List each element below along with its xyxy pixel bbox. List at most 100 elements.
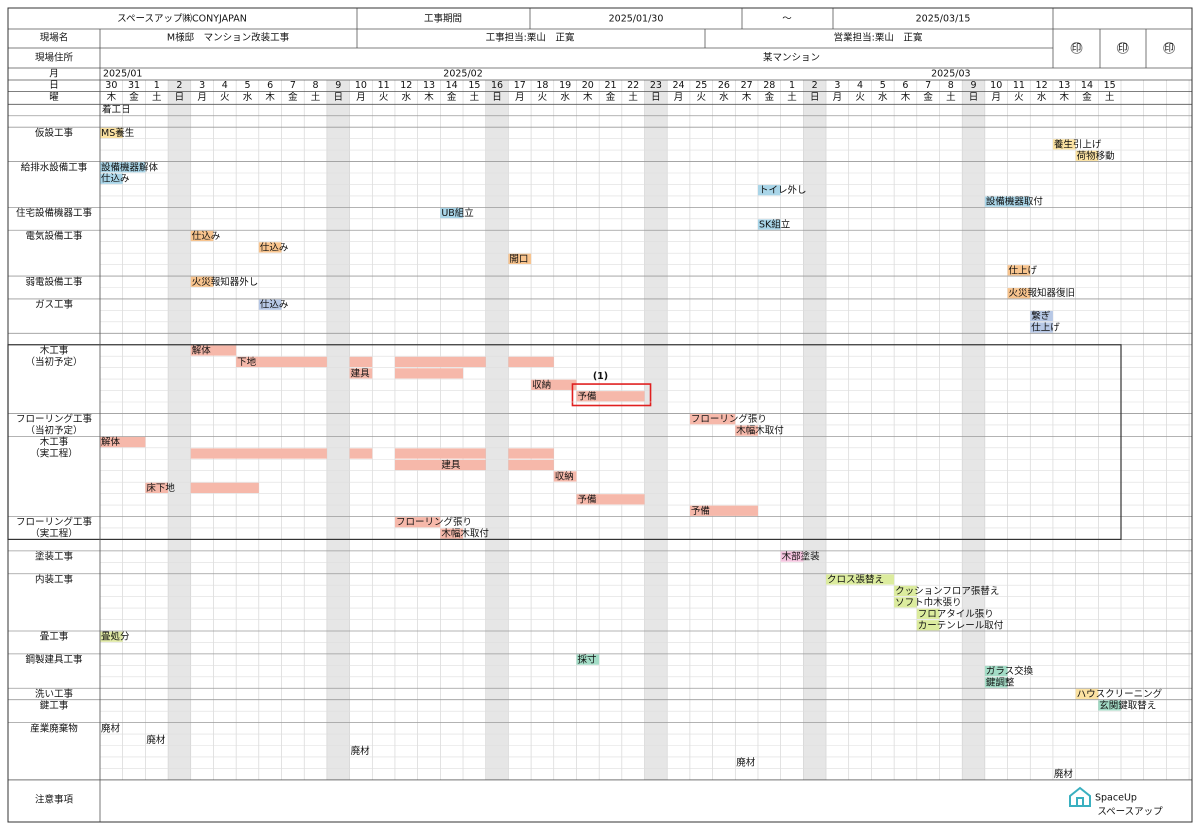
- task-bar: [394, 368, 464, 379]
- label: 廃材: [101, 722, 121, 734]
- task-bar: [984, 677, 1008, 688]
- task-bar: [916, 620, 940, 631]
- label: 火: [855, 92, 865, 103]
- label: M様邸 マンション改装工事: [167, 32, 290, 44]
- task-bar: [984, 196, 1031, 207]
- page-frame: [7, 7, 1193, 823]
- label: 火: [1014, 92, 1024, 103]
- label: 下地: [237, 356, 257, 368]
- task-bar: [689, 414, 736, 425]
- label: 21: [604, 80, 616, 91]
- label: 営業担当:栗山 正寛: [834, 32, 923, 44]
- task-bar: [349, 356, 373, 368]
- task-bar: [349, 368, 373, 379]
- label: 注意事項: [35, 794, 74, 806]
- label: 8: [948, 80, 954, 91]
- label: ガラス交換: [986, 665, 1034, 677]
- task-bar: [1007, 265, 1031, 276]
- stamp-circle: [1163, 42, 1175, 54]
- label: トイレ外し: [759, 184, 807, 196]
- task-bar: [735, 425, 758, 436]
- label: 仕込み: [260, 299, 289, 311]
- label: 2: [812, 80, 818, 91]
- label: （実工程）: [30, 528, 78, 540]
- label: （実工程）: [30, 448, 78, 460]
- label: 仕上げ: [1031, 322, 1060, 334]
- task-bar: [553, 471, 577, 482]
- task-bar: [1052, 139, 1076, 150]
- task-bar: [190, 276, 214, 287]
- label: 水: [1037, 91, 1047, 103]
- label: 印: [1164, 42, 1174, 54]
- label: 金: [129, 91, 139, 103]
- label: 13: [1058, 80, 1070, 91]
- label: 土: [946, 91, 956, 103]
- label: 工事期間: [424, 13, 462, 25]
- label: 荷物移動: [1077, 150, 1115, 162]
- label: 予備: [577, 493, 596, 505]
- label: フローリング張り: [396, 516, 472, 528]
- label: 解体: [101, 436, 121, 448]
- task-bar: [394, 356, 486, 368]
- label: 木: [107, 91, 117, 103]
- label: 電気設備工事: [25, 230, 83, 242]
- task-bar: [100, 162, 146, 173]
- task-bar: [826, 574, 895, 585]
- holiday-shade: [485, 80, 509, 780]
- label: カーテンレール取付: [918, 620, 1004, 631]
- label: 木: [742, 91, 752, 103]
- label: 30: [105, 80, 117, 91]
- task-bar: [440, 207, 464, 219]
- task-bar: [1030, 322, 1053, 333]
- label: 26: [718, 80, 730, 91]
- label: 2: [176, 80, 182, 91]
- label: 2025/03: [931, 69, 970, 80]
- label: 8: [313, 80, 319, 91]
- label: 収納: [532, 379, 551, 391]
- task-bar: [894, 597, 917, 608]
- label: 13: [423, 80, 435, 91]
- task-bar: [984, 665, 1008, 677]
- label: 24: [673, 80, 685, 91]
- task-bar: [780, 551, 804, 562]
- label: 10: [355, 80, 367, 91]
- label: 5: [880, 80, 886, 91]
- label: 木: [1060, 91, 1070, 103]
- label: 建具: [441, 459, 461, 471]
- label: 某マンション: [763, 53, 820, 64]
- label: 日: [810, 92, 820, 103]
- label: 2025/02: [443, 69, 482, 80]
- label: 現場住所: [35, 52, 74, 64]
- label: 6: [267, 80, 273, 91]
- label: ソフト巾木張り: [895, 596, 962, 608]
- label: 9: [970, 80, 976, 91]
- task-bar: [1075, 150, 1099, 161]
- task-bar: [394, 448, 486, 459]
- label: 畳処分: [101, 631, 130, 643]
- label: 開口: [509, 254, 528, 265]
- label: 曜: [49, 92, 59, 103]
- label: 鍵工事: [40, 699, 69, 711]
- task-bar: [757, 185, 781, 196]
- task-bar: [894, 585, 917, 597]
- label: 月: [991, 92, 1001, 103]
- label: 水: [402, 91, 412, 103]
- label: 15: [468, 80, 480, 91]
- label: 設備機器解体: [101, 161, 159, 173]
- label: 水: [560, 91, 570, 103]
- label: UB組立: [441, 207, 473, 219]
- task-bar: [508, 356, 554, 368]
- holiday-shade: [326, 80, 350, 780]
- label: 土: [787, 91, 797, 103]
- label: 給排水設備工事: [21, 161, 88, 173]
- label: 6: [902, 80, 908, 91]
- label: 7: [290, 80, 296, 91]
- label: 10: [990, 80, 1002, 91]
- label: 月: [49, 69, 59, 80]
- task-bar: [258, 299, 282, 310]
- label: 12: [1036, 80, 1048, 91]
- holiday-shade: [644, 80, 668, 780]
- label: 採寸: [577, 654, 597, 666]
- label: 金: [447, 91, 457, 103]
- task-bar: [190, 448, 327, 459]
